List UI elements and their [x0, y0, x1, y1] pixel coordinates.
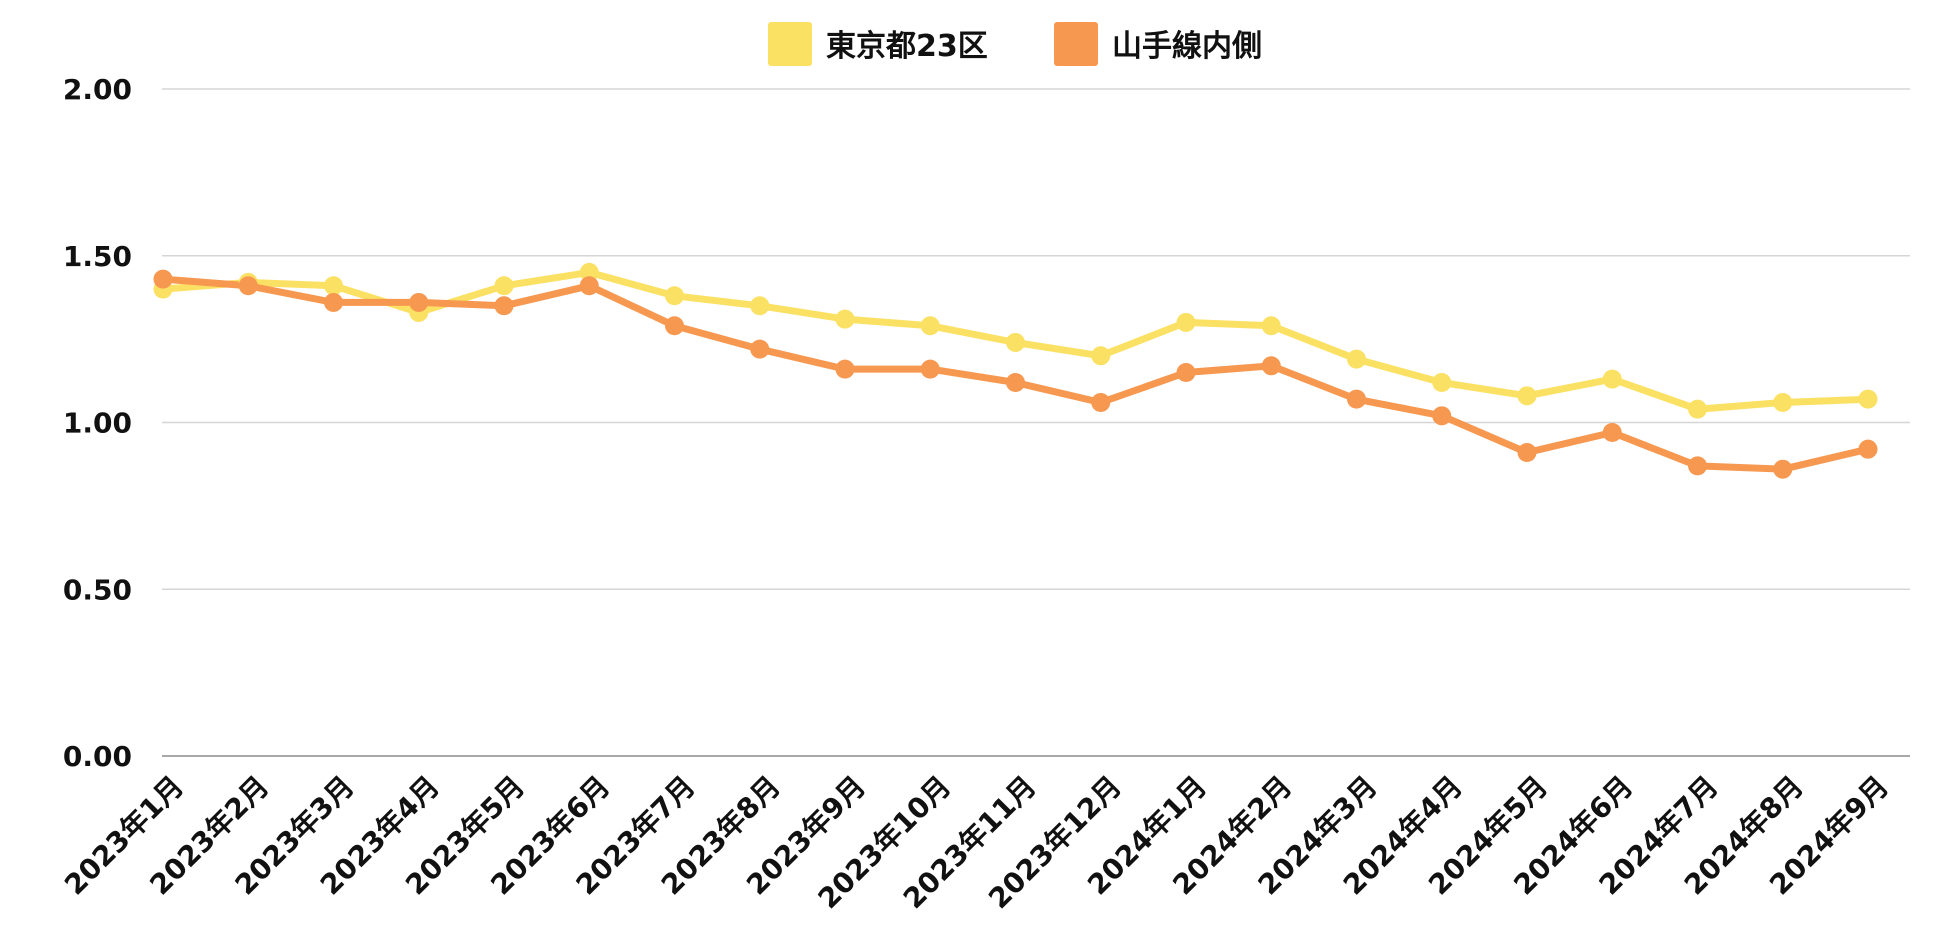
data-point-series-0 [1688, 399, 1707, 419]
data-point-series-1 [1176, 362, 1196, 382]
data-point-series-0 [920, 316, 940, 336]
data-point-series-1 [920, 359, 940, 379]
data-point-series-1 [1602, 423, 1622, 443]
data-point-series-0 [1773, 392, 1793, 412]
y-tick-label: 1.50 [63, 240, 132, 273]
data-point-series-1 [1006, 372, 1025, 392]
data-point-series-1 [1773, 459, 1793, 479]
data-point-series-1 [579, 276, 599, 296]
data-point-series-1 [238, 276, 258, 296]
x-axis: 2023年1月2023年2月2023年3月2023年4月2023年5月2023年… [58, 770, 1895, 916]
data-point-series-1 [750, 339, 770, 359]
data-point-series-0 [1176, 312, 1196, 332]
data-point-series-1 [1261, 356, 1281, 376]
y-tick-label: 0.50 [63, 573, 132, 606]
data-point-series-0 [1602, 369, 1622, 389]
legend-label-tokyo-23-wards: 東京都23区 [826, 29, 988, 64]
data-point-series-1 [1091, 392, 1111, 412]
gridlines [162, 88, 1910, 757]
data-point-series-1 [153, 269, 173, 289]
data-point-series-0 [750, 296, 770, 316]
data-point-series-1 [494, 296, 514, 316]
data-point-series-1 [1858, 439, 1878, 459]
data-point-series-0 [579, 262, 599, 282]
y-tick-label: 2.00 [63, 73, 132, 106]
data-point-series-1 [665, 316, 684, 336]
y-tick-label: 1.00 [63, 407, 132, 440]
data-point-series-1 [1517, 443, 1537, 463]
data-point-series-1 [1432, 406, 1452, 426]
data-point-series-0 [1517, 386, 1537, 406]
data-point-series-0 [1432, 372, 1452, 392]
legend-swatch-yamanote-inside [1054, 22, 1098, 66]
legend: 東京都23区 山手線内側 [768, 22, 1262, 66]
data-point-series-0 [835, 309, 855, 329]
data-point-series-1 [324, 292, 343, 312]
data-point-series-0 [1347, 349, 1366, 369]
data-point-series-1 [409, 292, 429, 312]
data-point-series-0 [1858, 389, 1878, 409]
legend-swatch-tokyo-23-wards [768, 22, 812, 66]
data-point-series-0 [1006, 332, 1025, 352]
data-point-series-0 [665, 286, 684, 306]
legend-label-yamanote-inside: 山手線内側 [1112, 29, 1262, 64]
data-point-series-1 [1347, 389, 1366, 409]
data-point-series-1 [835, 359, 855, 379]
series-points [153, 262, 1878, 479]
y-tick-label: 0.00 [63, 740, 132, 773]
data-point-series-0 [1261, 316, 1281, 336]
y-axis: 0.00 0.50 1.00 1.50 2.00 [63, 73, 132, 773]
data-point-series-0 [1091, 346, 1111, 366]
data-point-series-1 [1688, 456, 1707, 476]
data-point-series-0 [324, 276, 343, 296]
data-point-series-0 [494, 276, 514, 296]
